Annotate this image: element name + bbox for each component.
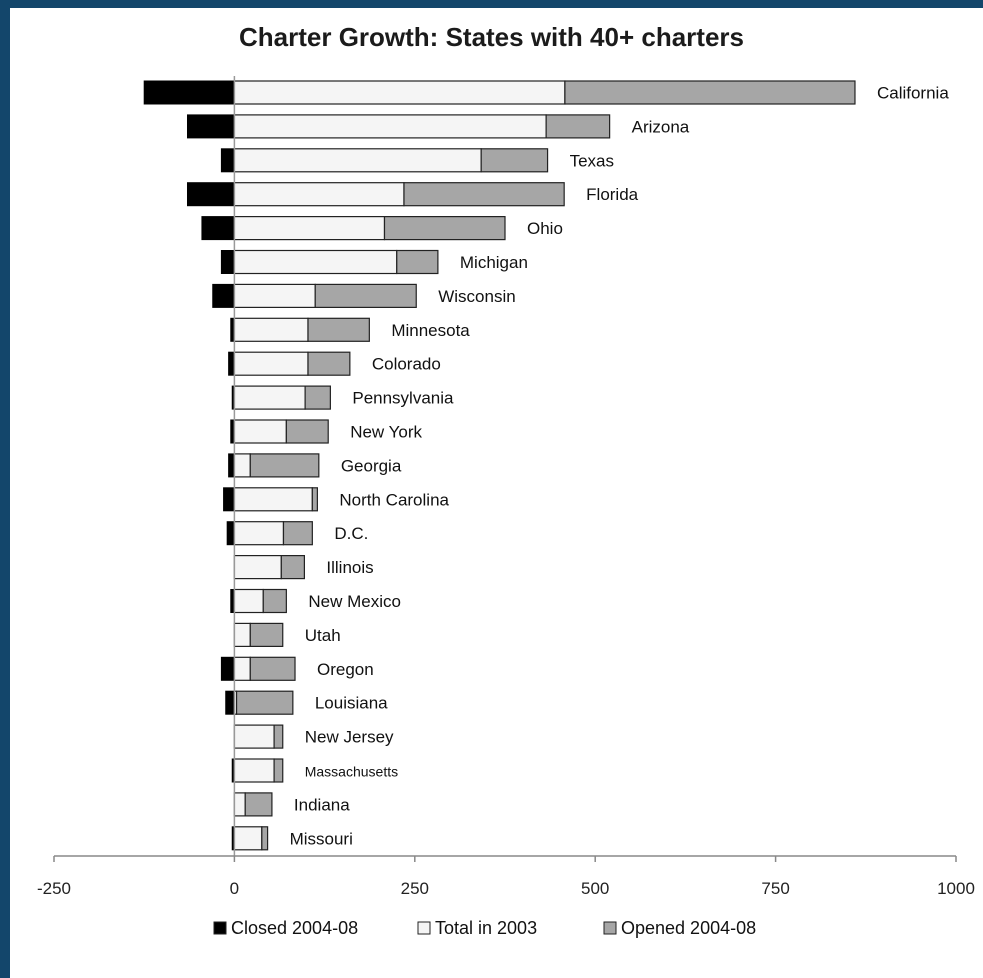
bar-opened-6 bbox=[314, 283, 417, 308]
bar-opened-3 bbox=[403, 182, 565, 207]
bar-opened-9 bbox=[304, 385, 331, 410]
bar-closed-0 bbox=[143, 80, 235, 105]
bar-total-17 bbox=[233, 656, 251, 681]
legend-label-2: Opened 2004-08 bbox=[621, 918, 756, 938]
bar-total-22 bbox=[233, 826, 263, 851]
state-label-15: New Mexico bbox=[308, 592, 401, 611]
state-label-6: Wisconsin bbox=[438, 287, 515, 306]
bar-total-12 bbox=[233, 487, 313, 512]
x-tick-label-1: 0 bbox=[230, 879, 239, 898]
bar-total-11 bbox=[233, 453, 251, 478]
legend: Closed 2004-08 Total in 2003 Opened 2004-0… bbox=[213, 918, 756, 938]
bar-total-14 bbox=[233, 554, 282, 580]
bar-opened-0 bbox=[564, 80, 856, 105]
bar-closed-3 bbox=[186, 182, 235, 207]
legend-label-0: Closed 2004-08 bbox=[231, 918, 358, 938]
bar-total-21 bbox=[233, 792, 246, 817]
bar-closed-11 bbox=[228, 453, 235, 478]
state-label-20: Massachusetts bbox=[305, 764, 398, 780]
bars-layer bbox=[143, 80, 856, 851]
state-label-18: Louisiana bbox=[315, 694, 388, 713]
bar-opened-15 bbox=[262, 588, 287, 614]
bar-opened-11 bbox=[249, 453, 320, 478]
bar-total-5 bbox=[233, 249, 398, 275]
bar-total-3 bbox=[233, 182, 405, 207]
x-tick-label-3: 500 bbox=[581, 879, 609, 898]
legend-swatch-1 bbox=[417, 921, 431, 935]
x-tick-label-2: 250 bbox=[401, 879, 429, 898]
state-label-8: Colorado bbox=[372, 355, 441, 374]
bar-opened-1 bbox=[545, 114, 611, 139]
bar-opened-4 bbox=[383, 216, 506, 241]
state-label-7: Minnesota bbox=[391, 321, 470, 340]
x-tick-label-5: 1000 bbox=[937, 879, 975, 898]
bar-closed-8 bbox=[228, 351, 235, 376]
bar-total-16 bbox=[233, 622, 251, 648]
x-tick-label-4: 750 bbox=[761, 879, 789, 898]
bar-closed-4 bbox=[201, 216, 235, 241]
state-label-17: Oregon bbox=[317, 660, 374, 679]
bar-opened-7 bbox=[307, 317, 370, 342]
bar-opened-21 bbox=[244, 792, 273, 817]
state-labels: California Arizona Texas Florida Ohio Michiga… bbox=[290, 84, 950, 849]
state-label-4: Ohio bbox=[527, 219, 563, 238]
bar-total-9 bbox=[233, 385, 306, 410]
legend-swatch-0 bbox=[213, 921, 227, 935]
bar-total-0 bbox=[233, 80, 566, 105]
bar-total-20 bbox=[233, 758, 275, 783]
state-label-16: Utah bbox=[305, 626, 341, 645]
bar-closed-1 bbox=[186, 114, 235, 139]
x-tick-label-0: -250 bbox=[37, 879, 71, 898]
bar-opened-13 bbox=[282, 521, 313, 546]
bar-opened-17 bbox=[249, 656, 296, 681]
bar-total-13 bbox=[233, 521, 285, 546]
legend-swatch-2 bbox=[603, 921, 617, 935]
bar-opened-5 bbox=[396, 249, 439, 275]
state-label-13: D.C. bbox=[334, 524, 368, 543]
bar-total-15 bbox=[233, 588, 264, 614]
bar-total-8 bbox=[233, 351, 309, 376]
state-label-9: Pennsylvania bbox=[352, 389, 454, 408]
bar-total-6 bbox=[233, 283, 316, 308]
bar-total-10 bbox=[233, 419, 287, 444]
chart-title: Charter Growth: States with 40+ charters bbox=[239, 22, 744, 52]
bar-opened-20 bbox=[273, 758, 284, 783]
bar-opened-16 bbox=[249, 622, 284, 648]
bar-closed-13 bbox=[226, 521, 235, 546]
state-label-19: New Jersey bbox=[305, 728, 394, 747]
bar-closed-5 bbox=[220, 250, 235, 274]
bar-closed-2 bbox=[220, 148, 235, 173]
state-label-11: Georgia bbox=[341, 456, 402, 475]
bar-opened-18 bbox=[235, 690, 294, 715]
bar-opened-12 bbox=[311, 487, 318, 512]
bar-closed-17 bbox=[220, 656, 235, 681]
state-label-2: Texas bbox=[570, 151, 614, 170]
bar-total-1 bbox=[233, 114, 547, 139]
bar-total-2 bbox=[233, 148, 482, 173]
bar-closed-18 bbox=[225, 690, 235, 715]
bar-total-4 bbox=[233, 216, 386, 241]
state-label-3: Florida bbox=[586, 185, 639, 204]
bar-opened-8 bbox=[307, 351, 351, 376]
bar-total-7 bbox=[233, 317, 309, 342]
bar-closed-12 bbox=[223, 487, 235, 512]
state-label-22: Missouri bbox=[290, 829, 353, 848]
bar-opened-2 bbox=[480, 148, 549, 173]
state-label-12: North Carolina bbox=[339, 490, 449, 509]
x-axis: -250 0 250 500 750 1000 bbox=[37, 76, 975, 898]
state-label-1: Arizona bbox=[632, 117, 690, 136]
state-label-10: New York bbox=[350, 423, 422, 442]
bar-opened-10 bbox=[285, 419, 329, 444]
bar-opened-22 bbox=[261, 826, 269, 851]
legend-label-1: Total in 2003 bbox=[435, 918, 537, 938]
state-label-5: Michigan bbox=[460, 253, 528, 272]
state-label-21: Indiana bbox=[294, 795, 350, 814]
state-label-0: California bbox=[877, 84, 949, 103]
state-label-14: Illinois bbox=[326, 558, 373, 577]
bar-opened-19 bbox=[273, 724, 284, 749]
bar-total-19 bbox=[233, 724, 275, 749]
bar-closed-6 bbox=[212, 283, 235, 308]
bar-opened-14 bbox=[280, 554, 305, 580]
